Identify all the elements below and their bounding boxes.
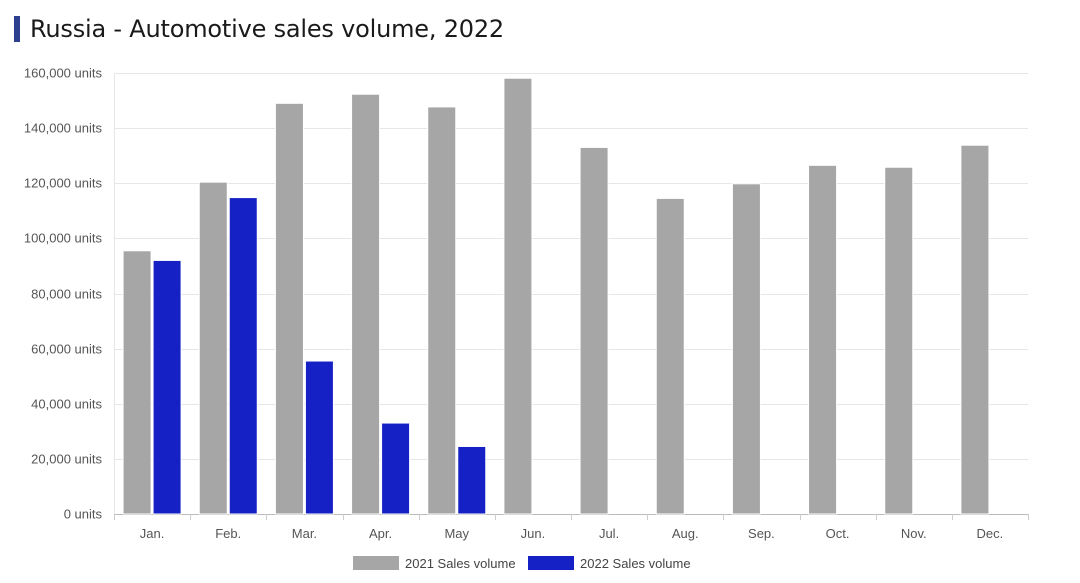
bar-2022 <box>381 422 411 515</box>
x-tick-label: Aug. <box>672 526 699 541</box>
bar-2021 <box>274 102 304 515</box>
y-tick-label: 20,000 units <box>31 452 102 467</box>
x-tick-label: Dec. <box>977 526 1004 541</box>
bar-2021 <box>808 164 838 515</box>
bar-2022 <box>304 360 334 515</box>
chart-title-wrap: Russia - Automotive sales volume, 2022 <box>14 14 504 44</box>
bar-2021 <box>122 250 152 515</box>
chart-title: Russia - Automotive sales volume, 2022 <box>30 15 504 43</box>
y-tick-label: 60,000 units <box>31 342 102 357</box>
x-tick-label: Apr. <box>369 526 392 541</box>
legend-swatch <box>528 556 574 570</box>
x-tick-label: May <box>444 526 469 541</box>
y-tick-label: 140,000 units <box>24 121 103 136</box>
bar-2021 <box>579 146 609 515</box>
legend-label: 2021 Sales volume <box>405 556 516 571</box>
x-tick-label: Sep. <box>748 526 775 541</box>
bar-2021 <box>427 106 457 515</box>
y-tick-label: 80,000 units <box>31 287 102 302</box>
bar-2021 <box>351 93 381 515</box>
bar-2022 <box>457 445 487 515</box>
bar-2021 <box>731 183 761 515</box>
x-tick-label: Jun. <box>521 526 546 541</box>
x-tick-label: Oct. <box>826 526 850 541</box>
x-tick-label: Nov. <box>901 526 927 541</box>
x-tick-label: Feb. <box>215 526 241 541</box>
y-tick-label: 160,000 units <box>24 66 103 81</box>
bar-2021 <box>884 166 914 515</box>
legend-label: 2022 Sales volume <box>580 556 691 571</box>
x-tick-label: Mar. <box>292 526 317 541</box>
x-tick-label: Jul. <box>599 526 619 541</box>
bar-2021 <box>960 144 990 515</box>
bar-2022 <box>152 259 182 515</box>
bar-2021 <box>503 77 533 515</box>
legend-swatch <box>353 556 399 570</box>
bar-2021 <box>655 197 685 515</box>
y-tick-label: 0 units <box>64 507 103 522</box>
title-accent-bar <box>14 16 20 42</box>
y-tick-label: 120,000 units <box>24 176 103 191</box>
bar-2022 <box>228 197 258 515</box>
x-tick-label: Jan. <box>140 526 165 541</box>
bar-2021 <box>198 181 228 515</box>
y-tick-label: 100,000 units <box>24 231 103 246</box>
y-tick-label: 40,000 units <box>31 397 102 412</box>
